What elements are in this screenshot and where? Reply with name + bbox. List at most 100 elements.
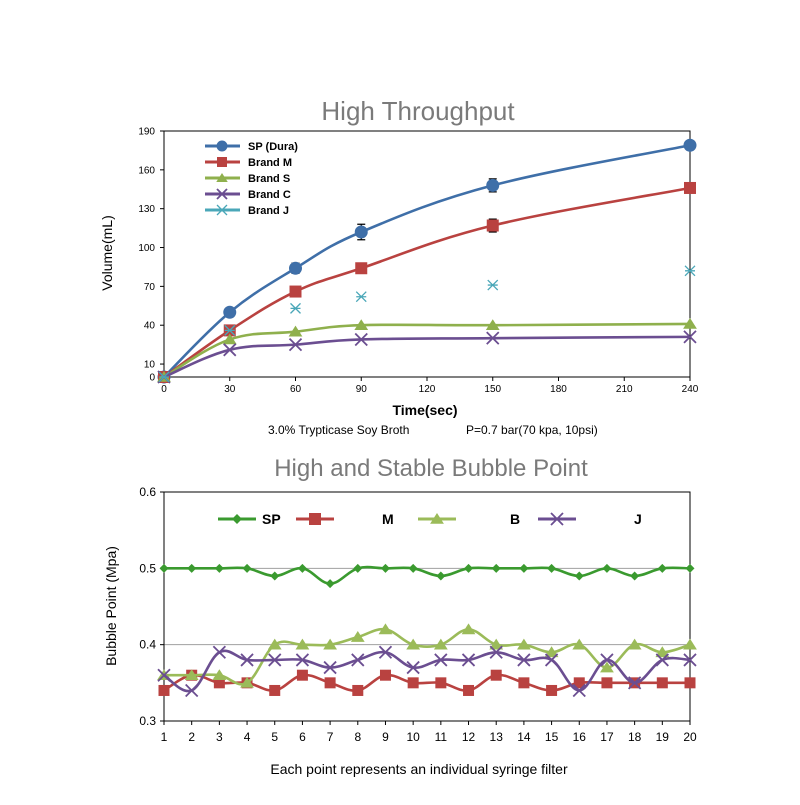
chart2-point	[434, 653, 448, 667]
chart1-legend-marker	[216, 140, 228, 152]
chart1-point	[158, 371, 170, 383]
chart1-y-tick-label: 100	[138, 243, 155, 254]
chart2-y-tick-label: 0.4	[139, 638, 156, 652]
chart2-x-tick-label: 19	[656, 730, 670, 744]
chart1-point	[288, 325, 303, 337]
chart1-ylabel: Volume(mL)	[99, 215, 115, 290]
chart2-point	[408, 563, 418, 573]
chart2-point	[600, 661, 614, 673]
chart2-x-tick-label: 14	[517, 730, 531, 744]
chart2-point	[601, 677, 613, 689]
chart2-x-tick-label: 18	[628, 730, 642, 744]
chart1-point	[354, 225, 368, 239]
chart2-point	[212, 669, 227, 680]
chart1-y-tick-label: 130	[138, 204, 155, 215]
chart2-x-tick-label: 11	[435, 730, 448, 744]
chart1-x-tick-label: 0	[161, 384, 167, 395]
chart2-point	[436, 571, 446, 581]
chart1-legend-marker	[217, 157, 227, 167]
chart2-point	[378, 623, 393, 635]
chart2-point	[657, 563, 667, 573]
chart2-series-line	[163, 649, 691, 693]
chart1-point	[354, 319, 369, 331]
chart2-point	[627, 638, 642, 650]
chart2-point	[572, 683, 586, 698]
chart2-point	[546, 684, 558, 696]
chart2-point	[324, 677, 336, 689]
chart1-y-tick-label: 40	[144, 321, 156, 332]
chart2-legend-marker	[309, 513, 321, 525]
chart1-x-tick-label: 90	[356, 384, 368, 395]
chart1-series-line	[163, 322, 691, 379]
chart2-point	[159, 563, 169, 573]
chart2-point	[378, 645, 393, 659]
chart1-series-line	[163, 335, 691, 379]
chart1-legend-marker	[216, 204, 228, 216]
chart1-x-tick-label: 210	[616, 384, 633, 395]
chart1-x-tick-label: 120	[419, 384, 436, 395]
chart2-point	[602, 563, 612, 573]
chart2-xlabel: Each point represents an individual syri…	[270, 761, 568, 777]
chart2-point	[461, 653, 476, 667]
chart2-point	[270, 571, 280, 581]
chart2-point	[491, 563, 501, 573]
chart1-legend-label: Brand S	[248, 173, 290, 185]
chart2-legend-marker	[550, 512, 564, 526]
chart2-point	[464, 563, 474, 573]
chart2-legend-marker	[232, 514, 242, 524]
chart2-legend-marker	[430, 513, 444, 524]
chart2-point	[158, 684, 170, 696]
chart2-point	[325, 579, 335, 589]
chart1-point	[485, 319, 500, 331]
chart2-point	[406, 638, 421, 650]
chart2-point	[433, 638, 448, 650]
chart2-point	[461, 623, 476, 635]
chart1-x-tick-label: 240	[682, 384, 699, 395]
chart1-x-tick-label: 60	[290, 384, 302, 395]
chart1-point	[224, 324, 236, 336]
chart2-point	[518, 677, 530, 689]
chart1-point	[684, 265, 696, 277]
chart1-point	[683, 138, 697, 152]
chart2-point	[655, 646, 670, 658]
chart1-series-line	[163, 143, 691, 378]
chart2-point	[407, 677, 419, 689]
chart1-legend-label: Brand J	[248, 205, 289, 217]
chart2-point	[212, 645, 227, 659]
chart1-point	[223, 343, 237, 357]
chart1-y-tick-label: 0	[149, 373, 155, 384]
chart1-legend-label: Brand M	[248, 157, 292, 169]
chart1-point	[290, 302, 301, 314]
chart2-plot: 0.30.40.50.61 2 3 4 5 6 7 8 9 10 11 12 13 14 15 16 17 18 1…	[139, 485, 697, 744]
chart2-point	[240, 653, 254, 667]
chart2-legend-label: M	[382, 511, 394, 527]
chart1-x-tick-label: 180	[550, 384, 567, 395]
chart2-point	[544, 646, 559, 658]
chart2-point	[350, 631, 365, 642]
chart2-point	[213, 677, 225, 689]
chart2-point	[547, 563, 557, 573]
chart1-legend-label: SP (Dura)	[248, 141, 298, 153]
chart2-point	[351, 653, 365, 667]
chart1-x-tick-label: 30	[224, 384, 236, 395]
chart2-y-tick-label: 0.3	[139, 714, 156, 728]
chart2-x-tick-label: 3	[216, 730, 223, 744]
chart1-point	[355, 262, 368, 275]
chart2-ylabel: Bubble Point (Mpa)	[103, 546, 119, 666]
chart2-x-tick-label: 5	[271, 730, 278, 744]
chart1-point	[355, 291, 367, 303]
chart1-point	[222, 333, 237, 345]
chart2-x-tick-label: 20	[683, 730, 697, 744]
chart1-point	[223, 305, 237, 319]
chart2-frame	[163, 491, 691, 722]
chart2-x-tick-label: 7	[327, 730, 334, 744]
chart2-point	[685, 563, 695, 573]
chart2-point	[295, 638, 310, 650]
chart1-legend-marker	[216, 173, 228, 182]
chart1-plot: 0 30 60 90 120 150 180 210 240 0 10 40 70 100 130 160 19…	[138, 127, 698, 396]
chart2-point	[352, 684, 364, 696]
chart1-frame	[163, 130, 691, 378]
chart2-point	[323, 638, 338, 650]
chart1-legend-label: Brand C	[248, 189, 291, 201]
